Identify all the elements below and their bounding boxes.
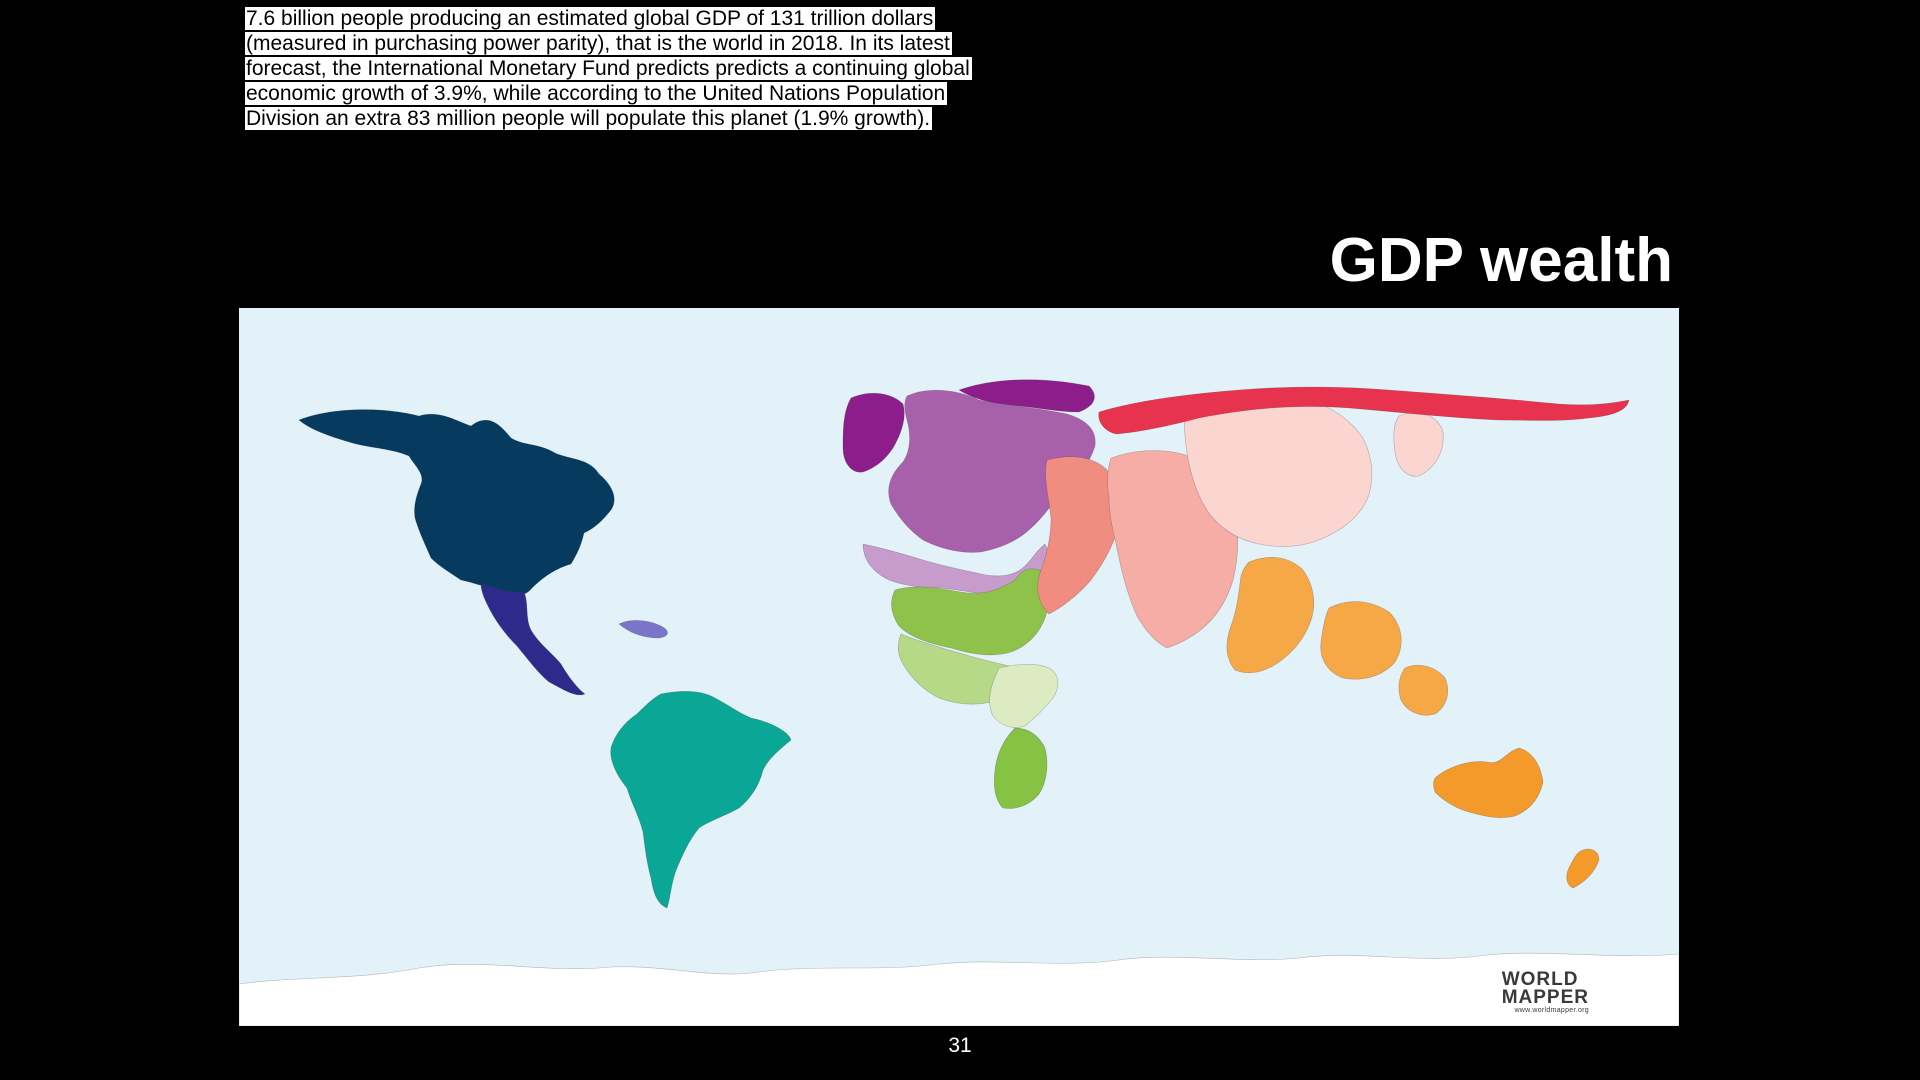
intro-line: 7.6 billion people producing an estimate… (245, 7, 936, 30)
region-russia (1098, 386, 1630, 435)
logo-line-mapper: MAPPER (1501, 987, 1589, 1008)
intro-line: Division an extra 83 million people will… (245, 107, 933, 130)
slide-title: GDP wealth (1329, 226, 1673, 295)
logo-line-world: WORLD (1501, 969, 1579, 990)
region-southeast-asia (1226, 557, 1448, 716)
intro-line: economic growth of 3.9%, while according… (245, 82, 948, 105)
intro-line: forecast, the International Monetary Fun… (245, 57, 972, 80)
region-central-america (480, 583, 586, 696)
region-central-africa (989, 663, 1059, 728)
region-north-america (298, 409, 615, 595)
region-antarctica (239, 952, 1679, 1026)
cartogram-svg (239, 308, 1679, 1026)
intro-paragraph: 7.6 billion people producing an estimate… (245, 6, 1025, 131)
region-europe (888, 389, 1096, 553)
region-south-america (610, 691, 792, 909)
region-north-africa (891, 568, 1050, 656)
worldmapper-logo: WORLD MAPPER www.worldmapper.org (1501, 969, 1589, 1014)
cartogram-map: WORLD MAPPER www.worldmapper.org (239, 308, 1679, 1026)
region-oceania (1433, 747, 1600, 889)
region-caribbean (618, 620, 668, 639)
logo-url: www.worldmapper.org (1514, 1007, 1589, 1014)
region-southern-africa (993, 727, 1048, 809)
page-number: 31 (948, 1034, 972, 1057)
intro-line: (measured in purchasing power parity), t… (245, 32, 952, 55)
